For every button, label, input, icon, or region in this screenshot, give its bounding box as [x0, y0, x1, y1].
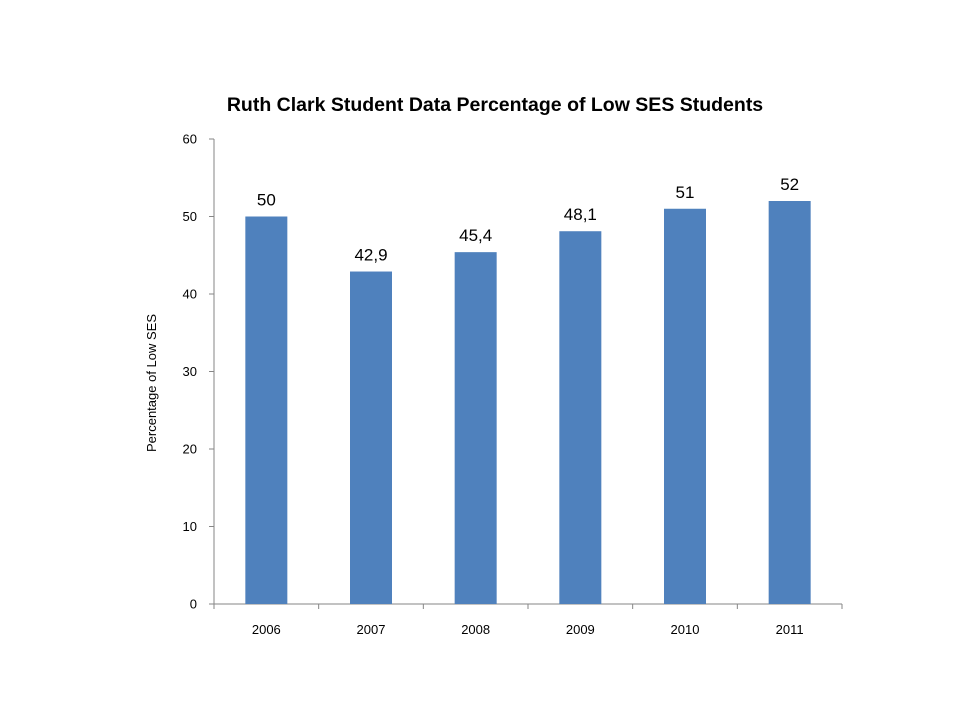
data-label: 51	[676, 183, 695, 202]
bar	[559, 231, 602, 604]
chart-axes: 0 10 20 30 40 50 60 2006 2007 2008 2009 2010 2011	[183, 132, 843, 637]
chart-title: Ruth Clark Student Data Percentage of Lo…	[226, 94, 764, 116]
x-tick-label: 2011	[776, 622, 804, 637]
bar	[245, 216, 288, 604]
y-tick-label: 30	[183, 364, 197, 379]
y-tick-label: 0	[190, 597, 197, 612]
y-tick-label: 50	[183, 209, 197, 224]
y-tick-label: 10	[183, 519, 197, 534]
bar	[350, 271, 392, 604]
bar	[664, 208, 706, 604]
y-axis-title: Percentage of Low SES	[144, 314, 159, 452]
bar	[768, 201, 811, 604]
y-tick-label: 60	[183, 132, 197, 147]
data-label: 48,1	[564, 205, 597, 224]
x-tick-label: 2007	[357, 622, 386, 637]
bar	[454, 252, 497, 604]
data-label: 45,4	[459, 226, 492, 245]
x-tick-label: 2006	[252, 622, 281, 637]
y-tick-label: 40	[183, 287, 197, 302]
y-tick-label: 20	[183, 442, 197, 457]
data-label: 50	[257, 191, 276, 210]
data-labels: 50 42,9 45,4 48,1 51 52	[257, 175, 799, 265]
x-tick-label: 2010	[671, 622, 700, 637]
x-tick-label: 2008	[461, 622, 490, 637]
data-label: 52	[780, 175, 799, 194]
data-label: 42,9	[354, 246, 387, 265]
x-tick-label: 2009	[566, 622, 595, 637]
bar-series	[245, 201, 811, 604]
